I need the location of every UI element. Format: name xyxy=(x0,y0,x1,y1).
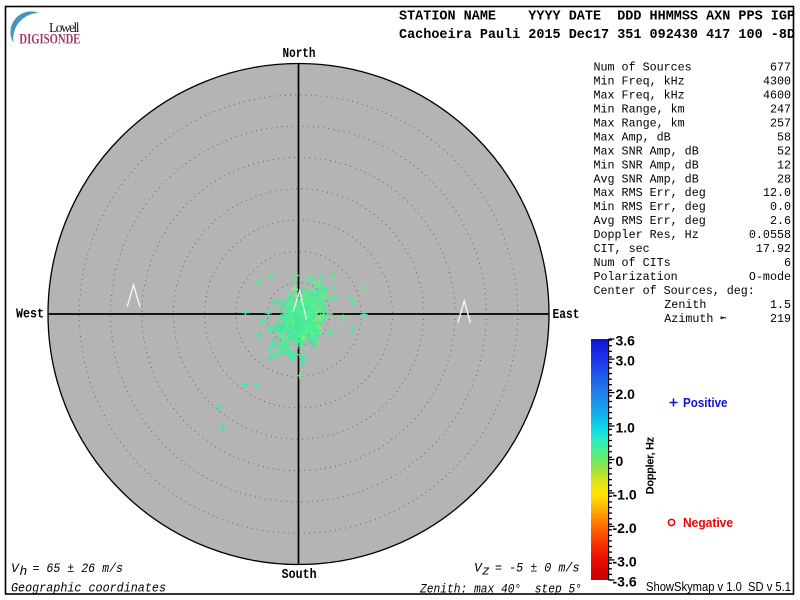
svg-text:1.0: 1.0 xyxy=(616,420,636,436)
svg-text:Positive: Positive xyxy=(683,395,728,410)
svg-text:-2.0: -2.0 xyxy=(613,520,637,536)
svg-text:Max Freq, kHz: Max Freq, kHz xyxy=(594,88,685,102)
svg-text:Azimuth: Azimuth xyxy=(664,312,713,326)
svg-text:3.6: 3.6 xyxy=(616,333,636,349)
svg-text:= -5 ± 0 m/s: = -5 ± 0 m/s xyxy=(488,561,580,576)
svg-text:North: North xyxy=(283,47,316,62)
svg-text:Zenith: max 40° step 5°: Zenith: max 40° step 5° xyxy=(419,582,582,597)
svg-text:6: 6 xyxy=(784,256,791,270)
svg-text:z: z xyxy=(482,564,490,579)
svg-text:58: 58 xyxy=(777,130,791,144)
svg-text:1.5: 1.5 xyxy=(770,298,791,312)
svg-text:East: East xyxy=(553,308,580,323)
svg-text:Cachoeira Pauli 2015 Dec17 351: Cachoeira Pauli 2015 Dec17 351 092430 41… xyxy=(399,28,795,43)
svg-text:-3.0: -3.0 xyxy=(613,554,637,570)
svg-text:4300: 4300 xyxy=(763,75,791,89)
svg-text:Geographic coordinates: Geographic coordinates xyxy=(11,581,166,596)
svg-text:STATION NAME YYYY DATE DDD: STATION NAME YYYY DATE DDD HHMMSS AXN PP… xyxy=(399,10,795,25)
svg-text:ShowSkymap v 1.0 SD v 5.1: ShowSkymap v 1.0 SD v 5.1 xyxy=(646,579,791,594)
svg-text:V: V xyxy=(11,561,20,576)
svg-text:West: West xyxy=(16,308,44,323)
svg-text:Doppler, Hz: Doppler, Hz xyxy=(645,436,657,494)
svg-text:Max SNR Amp, dB: Max SNR Amp, dB xyxy=(594,144,699,158)
svg-text:Negative: Negative xyxy=(683,515,733,530)
svg-text:Max RMS Err, deg: Max RMS Err, deg xyxy=(594,186,706,200)
svg-text:0: 0 xyxy=(616,453,624,469)
svg-text:12.0: 12.0 xyxy=(763,186,791,200)
svg-text:= 65 ± 26 m/s: = 65 ± 26 m/s xyxy=(26,561,124,576)
svg-text:Min Freq, kHz: Min Freq, kHz xyxy=(594,75,685,89)
svg-text:Max Amp, dB: Max Amp, dB xyxy=(594,130,671,144)
svg-text:Center of Sources, deg:: Center of Sources, deg: xyxy=(594,284,755,298)
svg-text:O-mode: O-mode xyxy=(749,270,791,284)
svg-text:CIT, sec: CIT, sec xyxy=(594,242,650,256)
svg-text:52: 52 xyxy=(777,144,791,158)
svg-text:Min SNR Amp, dB: Min SNR Amp, dB xyxy=(594,158,699,172)
svg-text:Min RMS Err, deg: Min RMS Err, deg xyxy=(594,200,706,214)
svg-text:DIGISONDE: DIGISONDE xyxy=(19,32,80,48)
svg-text:3.0: 3.0 xyxy=(616,353,636,369)
svg-text:Num of Sources: Num of Sources xyxy=(594,61,692,75)
svg-text:28: 28 xyxy=(777,172,791,186)
svg-text:Min Range, km: Min Range, km xyxy=(594,102,685,116)
svg-text:Zenith: Zenith xyxy=(664,298,706,312)
svg-text:257: 257 xyxy=(770,116,791,130)
svg-text:Polarization: Polarization xyxy=(594,270,678,284)
svg-text:Num of CITs: Num of CITs xyxy=(594,256,671,270)
svg-text:219: 219 xyxy=(770,312,791,326)
svg-text:h: h xyxy=(20,564,28,579)
svg-text:-3.6: -3.6 xyxy=(613,574,637,590)
svg-text:South: South xyxy=(282,568,317,583)
svg-text:0.0558: 0.0558 xyxy=(749,228,791,242)
svg-text:Avg SNR Amp, dB: Avg SNR Amp, dB xyxy=(594,172,699,186)
svg-text:-1.0: -1.0 xyxy=(613,487,637,503)
svg-text:V: V xyxy=(474,561,483,576)
svg-text:Avg RMS Err, deg: Avg RMS Err, deg xyxy=(594,214,706,228)
svg-text:Lowell: Lowell xyxy=(49,20,80,35)
svg-text:0.0: 0.0 xyxy=(770,200,791,214)
svg-text:2.0: 2.0 xyxy=(616,386,636,402)
svg-text:12: 12 xyxy=(777,158,791,172)
svg-text:247: 247 xyxy=(770,102,791,116)
svg-text:Doppler Res, Hz: Doppler Res, Hz xyxy=(594,228,699,242)
svg-text:677: 677 xyxy=(770,61,791,75)
svg-text:17.92: 17.92 xyxy=(756,242,791,256)
svg-text:4600: 4600 xyxy=(763,88,791,102)
svg-text:Max Range, km: Max Range, km xyxy=(594,116,685,130)
svg-text:2.6: 2.6 xyxy=(770,214,791,228)
